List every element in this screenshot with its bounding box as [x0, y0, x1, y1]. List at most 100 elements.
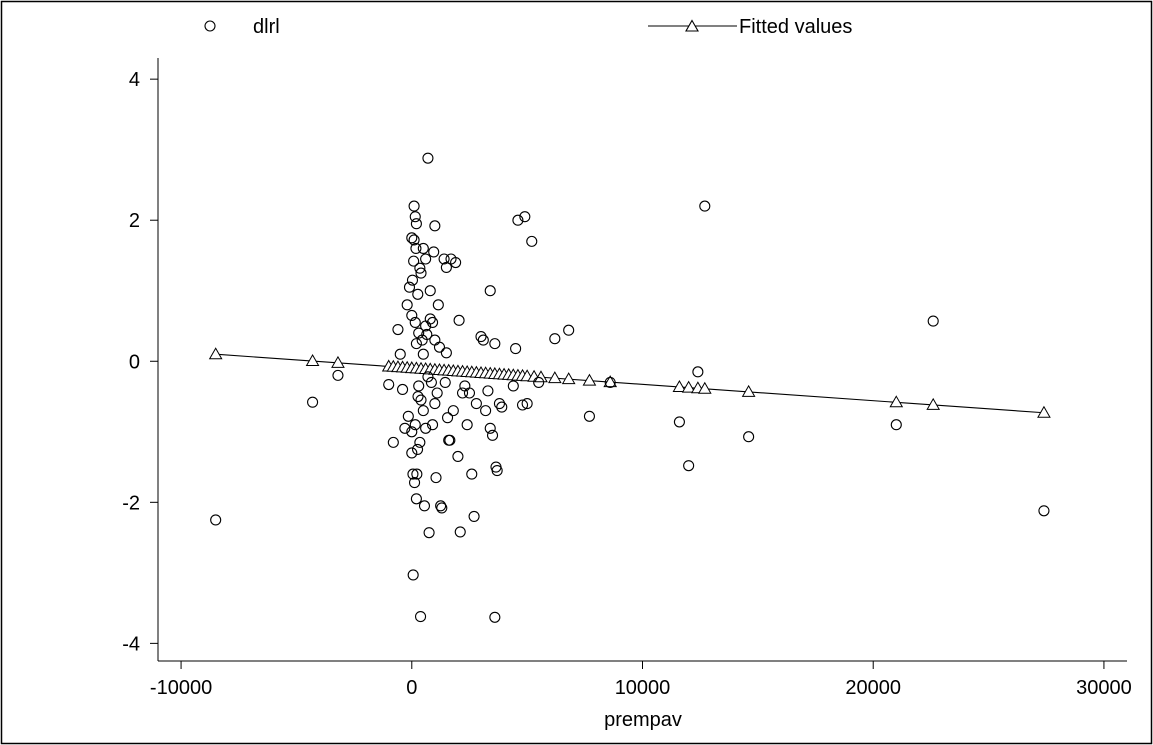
fitted-point: [741, 384, 756, 397]
dlrl-point: [415, 394, 427, 406]
dlrl-point: [402, 410, 414, 422]
dlrl-point: [332, 369, 344, 381]
dlrl-point: [399, 422, 411, 434]
dlrl-point: [412, 288, 424, 300]
dlrl-point: [463, 387, 476, 399]
x-tick-label: -10000: [150, 677, 212, 699]
dlrl-point: [428, 246, 440, 258]
dlrl-point: [510, 343, 522, 355]
dlrl-point: [456, 387, 469, 399]
dlrl-point: [484, 422, 496, 434]
dlrl-point: [431, 387, 443, 399]
dlrl-point: [489, 338, 501, 350]
dlrl-point: [383, 378, 395, 391]
dlrl-series: [210, 152, 1050, 623]
dlrl-point: [409, 419, 421, 431]
dlrl-point: [526, 235, 538, 247]
dlrl-point: [414, 436, 426, 448]
fitted-point: [582, 373, 597, 386]
fitted-point: [208, 347, 223, 360]
x-tick-label: 30000: [1076, 677, 1132, 699]
fitted-point: [697, 381, 712, 394]
dlrl-point: [444, 434, 456, 446]
dlrl-point: [210, 514, 222, 526]
fitted-point: [889, 395, 904, 408]
dlrl-point: [408, 234, 420, 246]
dlrl-point: [406, 274, 419, 286]
legend-dlrl-marker: [204, 20, 216, 32]
fitted-point: [681, 380, 696, 393]
dlrl-point: [412, 443, 424, 455]
dlrl-point: [426, 316, 439, 329]
dlrl-point: [743, 431, 755, 443]
dlrl-point: [927, 315, 939, 327]
dlrl-point: [417, 242, 429, 254]
dlrl-point: [440, 347, 452, 359]
dlrl-point: [420, 422, 432, 434]
dlrl-point: [489, 611, 501, 623]
y-tick-label: -4: [122, 633, 140, 655]
dlrl-point: [424, 285, 436, 297]
dlrl-point: [507, 380, 519, 392]
dlrl-point: [435, 500, 447, 512]
dlrl-point: [392, 323, 404, 336]
dlrl-point: [408, 255, 420, 267]
dlrl-point: [447, 405, 459, 417]
dlrl-point: [890, 419, 902, 431]
legend-dlrl-label: dlrl: [253, 16, 280, 38]
y-tick-label: 0: [129, 351, 140, 373]
dlrl-point: [409, 477, 421, 489]
x-tick-label: 0: [406, 677, 417, 699]
dlrl-point: [699, 200, 711, 212]
dlrl-point: [410, 338, 422, 350]
dlrl-point: [425, 376, 437, 388]
dlrl-point: [563, 324, 575, 336]
dlrl-point: [440, 261, 452, 274]
dlrl-point: [424, 313, 436, 325]
dlrl-point: [406, 232, 418, 244]
dlrl-point: [486, 429, 499, 441]
dlrl-point: [604, 376, 616, 388]
dlrl-point: [407, 569, 419, 581]
dlrl-point: [436, 502, 448, 514]
y-tick-label: 2: [129, 210, 140, 232]
fitted-point: [603, 375, 618, 388]
dlrl-point: [454, 526, 466, 538]
dlrl-point: [477, 334, 489, 346]
dlrl-point: [394, 348, 406, 360]
dlrl-point: [417, 405, 429, 417]
dlrl-point: [450, 256, 462, 269]
fitted-point: [534, 370, 548, 383]
dlrl-point: [418, 500, 431, 512]
axes: -4 -2 0 2 4 -10000 0 10000 20000 30000: [122, 58, 1132, 699]
dlrl-point: [401, 299, 413, 311]
dlrl-point: [432, 299, 444, 311]
dlrl-point: [422, 152, 434, 164]
dlrl-point: [417, 348, 429, 360]
dlrl-point: [519, 211, 531, 223]
legend-fitted-label: Fitted values: [739, 16, 852, 38]
x-axis-title: prempav: [604, 709, 682, 731]
dlrl-point: [692, 366, 704, 378]
dlrl-point: [583, 410, 595, 422]
dlrl-point: [480, 405, 492, 417]
dlrl-point: [410, 493, 422, 505]
dlrl-point: [461, 419, 473, 431]
dlrl-point: [468, 510, 480, 522]
dlrl-point: [408, 200, 420, 212]
dlrl-point: [475, 331, 487, 343]
dlrl-point: [453, 314, 465, 326]
dlrl-point: [482, 385, 494, 397]
dlrl-point: [307, 396, 319, 408]
dlrl-point: [406, 426, 418, 438]
dlrl-point: [470, 398, 482, 410]
fitted-point: [305, 354, 320, 367]
dlrl-point: [433, 341, 446, 353]
dlrl-point: [438, 253, 450, 265]
y-tick-label: 4: [129, 69, 140, 91]
dlrl-point: [439, 376, 451, 388]
dlrl-point: [452, 450, 464, 463]
dlrl-point: [415, 267, 427, 279]
